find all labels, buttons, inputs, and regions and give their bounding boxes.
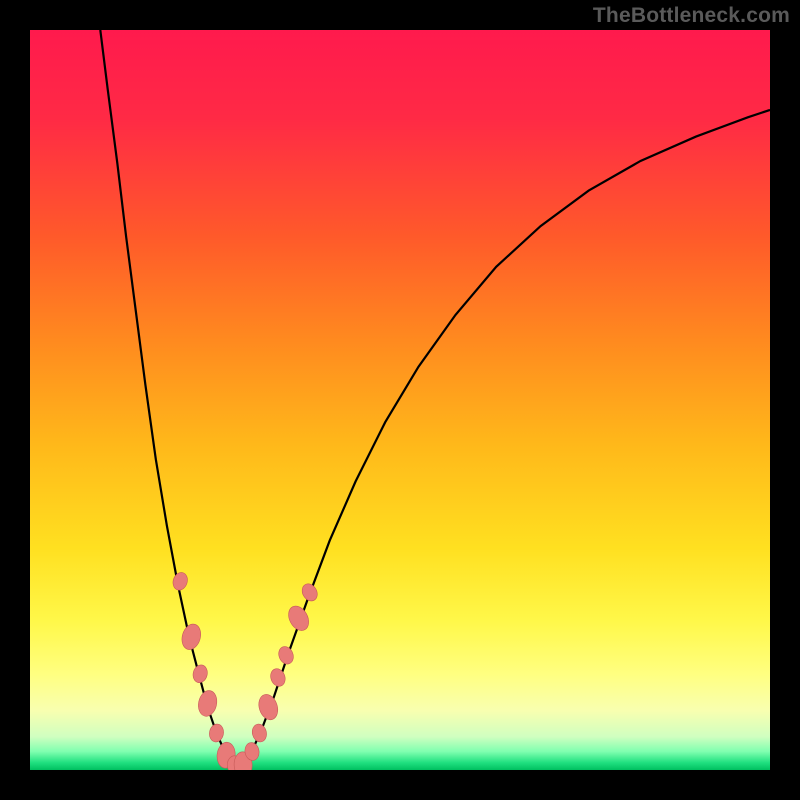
chart-container: TheBottleneck.com <box>0 0 800 800</box>
plot-background <box>30 30 770 770</box>
watermark-text: TheBottleneck.com <box>593 4 790 28</box>
bottleneck-chart <box>0 0 800 800</box>
